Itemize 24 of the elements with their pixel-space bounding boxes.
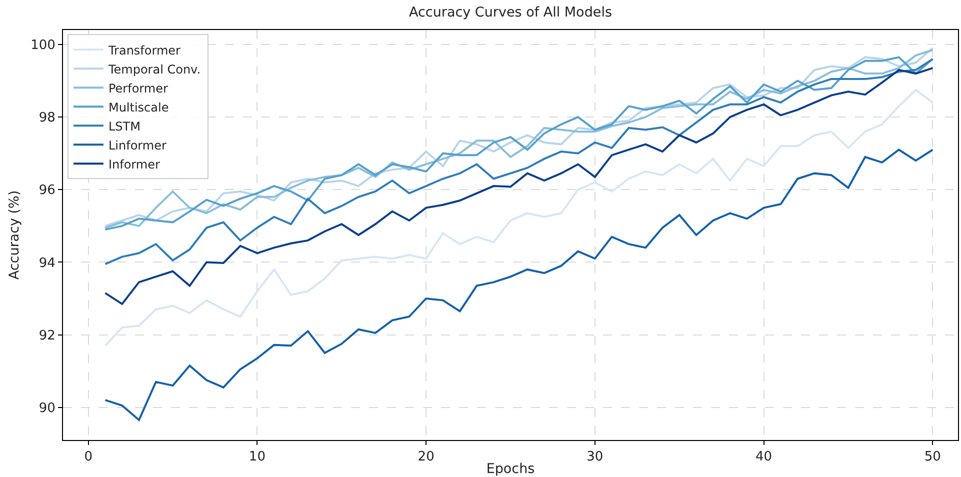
legend-label: Linformer bbox=[108, 138, 166, 152]
legend-label: Multiscale bbox=[108, 100, 169, 114]
legend-label: Transformer bbox=[107, 43, 181, 58]
x-tick-label: 0 bbox=[84, 450, 92, 465]
y-axis-title: Accuracy (%) bbox=[6, 190, 22, 280]
legend-label: Informer bbox=[108, 157, 160, 172]
y-tick-label: 94 bbox=[38, 256, 56, 271]
y-tick-label: 98 bbox=[38, 110, 56, 126]
y-tick-label: 100 bbox=[30, 38, 56, 54]
line-series bbox=[104, 58, 934, 266]
line-series bbox=[104, 148, 934, 422]
x-axis-title: Epochs bbox=[486, 461, 535, 477]
x-tick-label: 20 bbox=[418, 450, 434, 465]
x-tick-label: 40 bbox=[756, 450, 772, 465]
x-tick-label: 50 bbox=[924, 450, 941, 465]
y-tick-label: 92 bbox=[38, 328, 56, 344]
y-tick-label: 90 bbox=[38, 400, 56, 416]
legend-label: Performer bbox=[108, 81, 168, 96]
chart-title: Accuracy Curves of All Models bbox=[409, 4, 612, 21]
legend-label: Temporal Conv. bbox=[107, 62, 201, 76]
x-tick-label: 30 bbox=[586, 450, 604, 465]
legend-label: LSTM bbox=[108, 119, 140, 134]
y-tick-label: 96 bbox=[38, 183, 56, 198]
x-tick-label: 10 bbox=[248, 450, 266, 465]
